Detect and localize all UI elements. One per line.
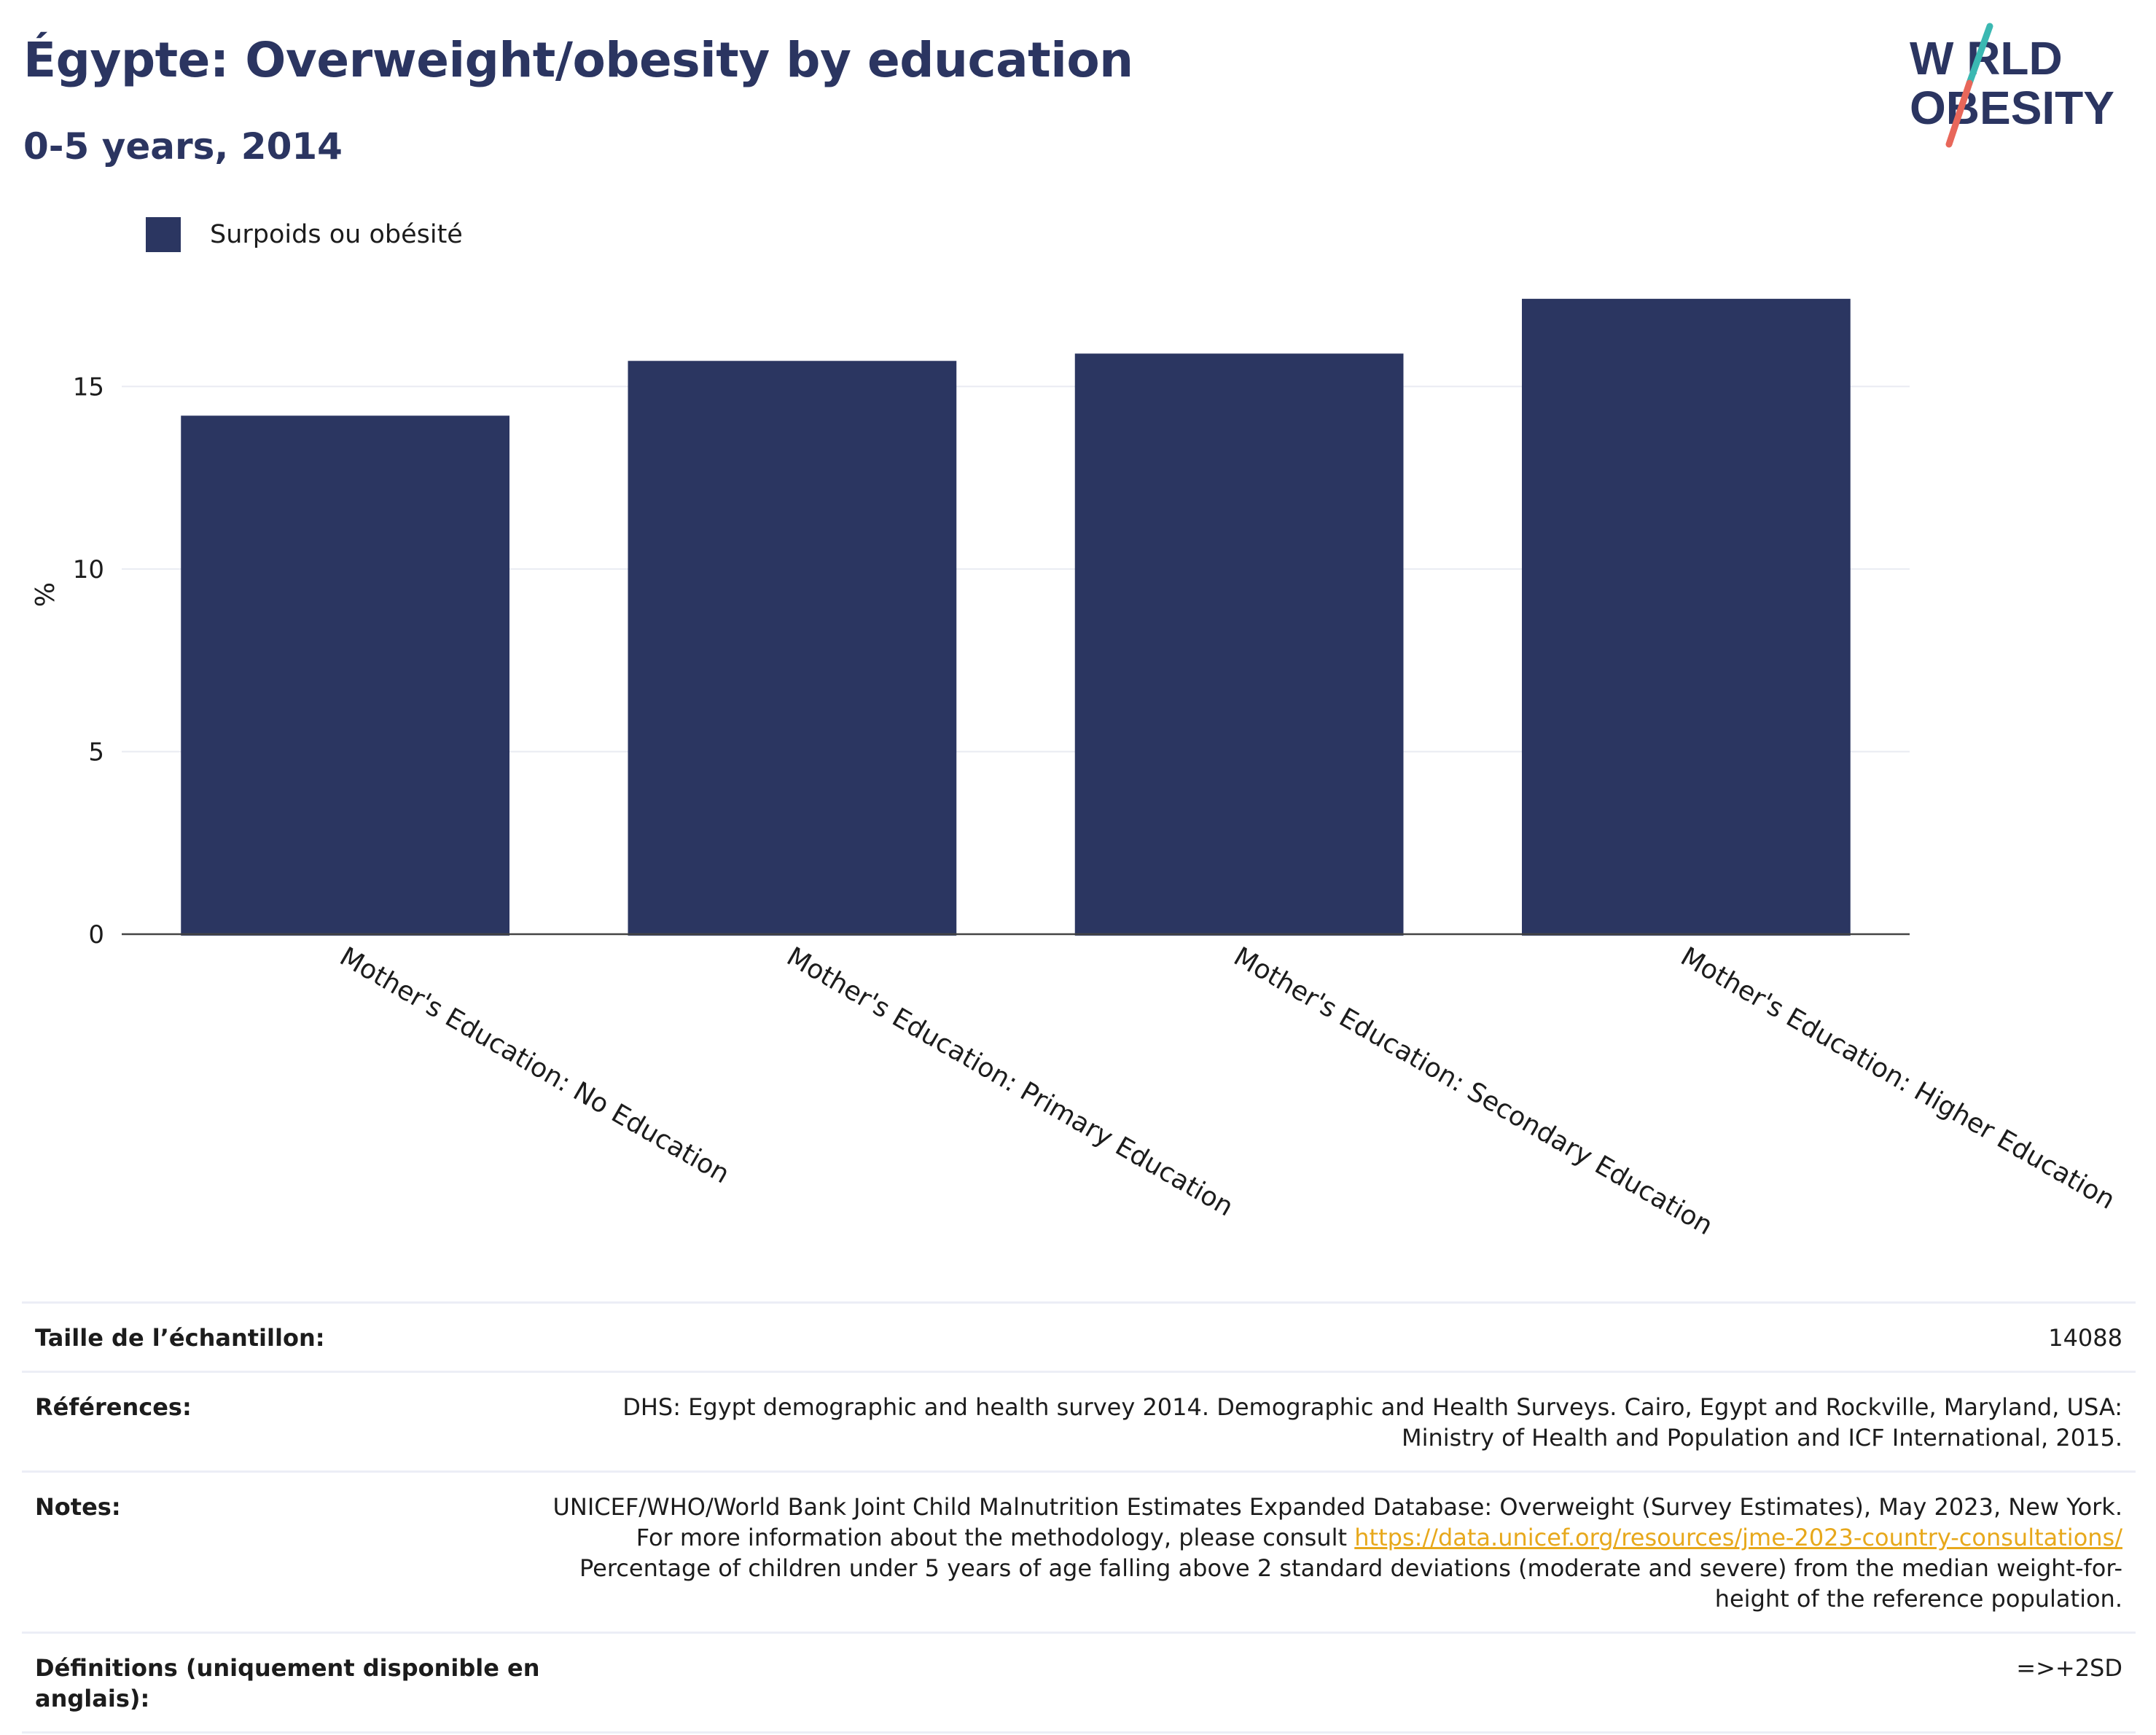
page-title: Égypte: Overweight/obesity by education [23, 32, 1133, 88]
x-tick-label: Mother's Education: Higher Education [1676, 941, 2120, 1215]
logo-slash-teal [1966, 23, 1993, 87]
notes-text-before: UNICEF/WHO/World Bank Joint Child Malnut… [552, 1493, 2123, 1551]
info-value: =>+2SD [2016, 1654, 2122, 1682]
page-subtitle: 0-5 years, 2014 [23, 125, 343, 168]
chart-legend[interactable]: Surpoids ou obésité [146, 217, 463, 252]
info-row-references: Références: DHS: Egypt demographic and h… [22, 1371, 2136, 1470]
methodology-link[interactable]: https://data.unicef.org/resources/jme-20… [1354, 1524, 2122, 1551]
logo-line-2: OBESITY [1910, 82, 2114, 134]
info-row-definitions: Définitions (uniquement disponible en an… [22, 1632, 2136, 1734]
info-row-sample-size: Taille de l’échantillon: 14088 [22, 1301, 2136, 1371]
info-label: Notes: [35, 1493, 121, 1521]
info-value: DHS: Egypt demographic and health survey… [622, 1393, 2122, 1452]
legend-label: Surpoids ou obésité [210, 220, 463, 249]
x-tick-label: Mother's Education: Secondary Education [1229, 941, 1718, 1241]
x-tick-label: Mother's Education: No Education [335, 941, 734, 1189]
y-axis-label: % [31, 582, 60, 607]
world-obesity-logo: W RLD OBESITY [1910, 23, 2114, 148]
bar [628, 361, 957, 936]
logo-slash-red [1945, 79, 1973, 148]
bar [1074, 353, 1404, 936]
bar [1522, 299, 1851, 936]
info-table: Taille de l’échantillon: 14088 Référence… [22, 1301, 2136, 1734]
info-value: UNICEF/WHO/World Bank Joint Child Malnut… [545, 1492, 2123, 1614]
y-tick-label: 0 [88, 920, 104, 949]
info-row-notes: Notes: UNICEF/WHO/World Bank Joint Child… [22, 1470, 2136, 1632]
legend-swatch [146, 217, 181, 252]
bar [181, 415, 509, 936]
info-label: Références: [35, 1393, 192, 1421]
y-tick-label: 15 [73, 372, 104, 402]
info-label: Taille de l’échantillon: [35, 1324, 325, 1352]
x-tick-label: Mother's Education: Primary Education [781, 941, 1238, 1222]
y-tick-label: 10 [73, 555, 104, 584]
y-tick-label: 5 [88, 737, 104, 767]
info-label: Définitions (uniquement disponible en an… [35, 1654, 540, 1712]
notes-text-after: Percentage of children under 5 years of … [579, 1554, 2122, 1613]
info-value: 14088 [2048, 1324, 2122, 1352]
